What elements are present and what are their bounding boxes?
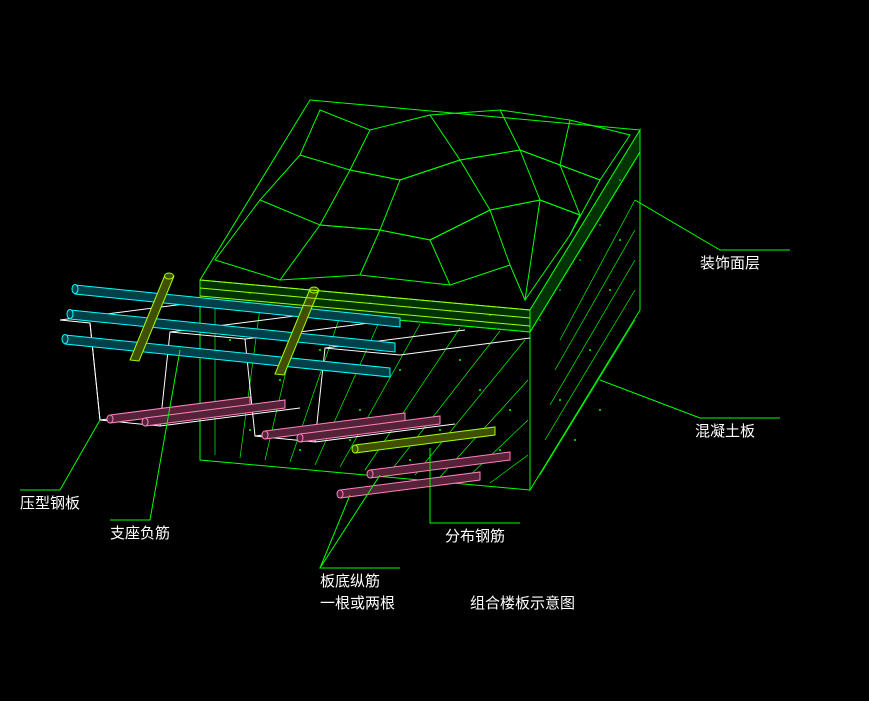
extended-bars bbox=[337, 427, 510, 498]
bottom-long-bars bbox=[107, 397, 440, 442]
label-finish-layer: 装饰面层 bbox=[635, 200, 790, 272]
label-support-neg: 支座负筋 bbox=[110, 350, 180, 542]
svg-text:压型钢板: 压型钢板 bbox=[20, 494, 80, 512]
svg-text:装饰面层: 装饰面层 bbox=[700, 255, 760, 272]
svg-text:分布钢筋: 分布钢筋 bbox=[445, 528, 505, 545]
label-concrete-slab: 混凝土板 bbox=[600, 380, 780, 440]
svg-text:一根或两根: 一根或两根 bbox=[320, 595, 395, 612]
concrete-top bbox=[200, 100, 640, 310]
svg-text:板底纵筋: 板底纵筋 bbox=[320, 572, 380, 590]
svg-text:混凝土板: 混凝土板 bbox=[695, 422, 755, 440]
diagram-canvas: 装饰面层 混凝土板 压型钢板 支座负筋 分布钢筋 板底纵筋 一根或两根 组合楼板… bbox=[0, 0, 869, 701]
diagram-title: 组合楼板示意图 bbox=[470, 594, 575, 612]
label-steel-deck: 压型钢板 bbox=[20, 420, 100, 512]
svg-text:支座负筋: 支座负筋 bbox=[110, 525, 170, 542]
